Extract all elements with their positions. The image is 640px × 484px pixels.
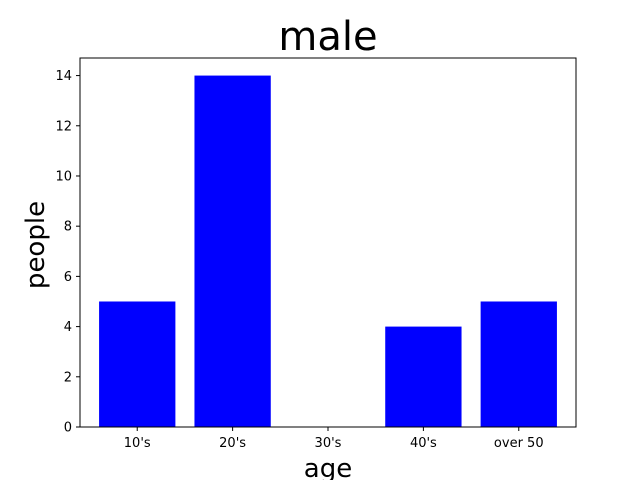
bar-4 xyxy=(480,301,557,427)
y-axis-label: people xyxy=(21,201,51,289)
x-tick-label: 10's xyxy=(124,436,151,451)
bar-3 xyxy=(385,326,462,427)
plot-frame xyxy=(79,57,577,428)
x-tick-label: over 50 xyxy=(494,436,544,451)
chart-title: male xyxy=(278,14,377,60)
y-tick-label: 10 xyxy=(55,169,72,184)
bar-1 xyxy=(194,75,271,427)
x-tick-label: 40's xyxy=(410,436,437,451)
y-tick-label: 6 xyxy=(64,270,72,285)
y-tick-label: 12 xyxy=(55,119,72,134)
x-axis-label: age xyxy=(304,454,352,480)
y-tick-label: 14 xyxy=(55,69,72,84)
y-tick-label: 2 xyxy=(64,370,72,385)
axes-layer: 10's 20's 30's 40's over 50 0 2 4 6 8 10 12 14 xyxy=(55,69,543,451)
x-tick-label: 30's xyxy=(315,436,342,451)
bar-0 xyxy=(99,301,176,427)
y-tick-label: 4 xyxy=(64,320,72,335)
y-tick-label: 0 xyxy=(64,421,72,436)
bars-layer xyxy=(99,75,557,427)
x-tick-label: 20's xyxy=(219,436,246,451)
y-tick-label: 8 xyxy=(64,220,72,235)
